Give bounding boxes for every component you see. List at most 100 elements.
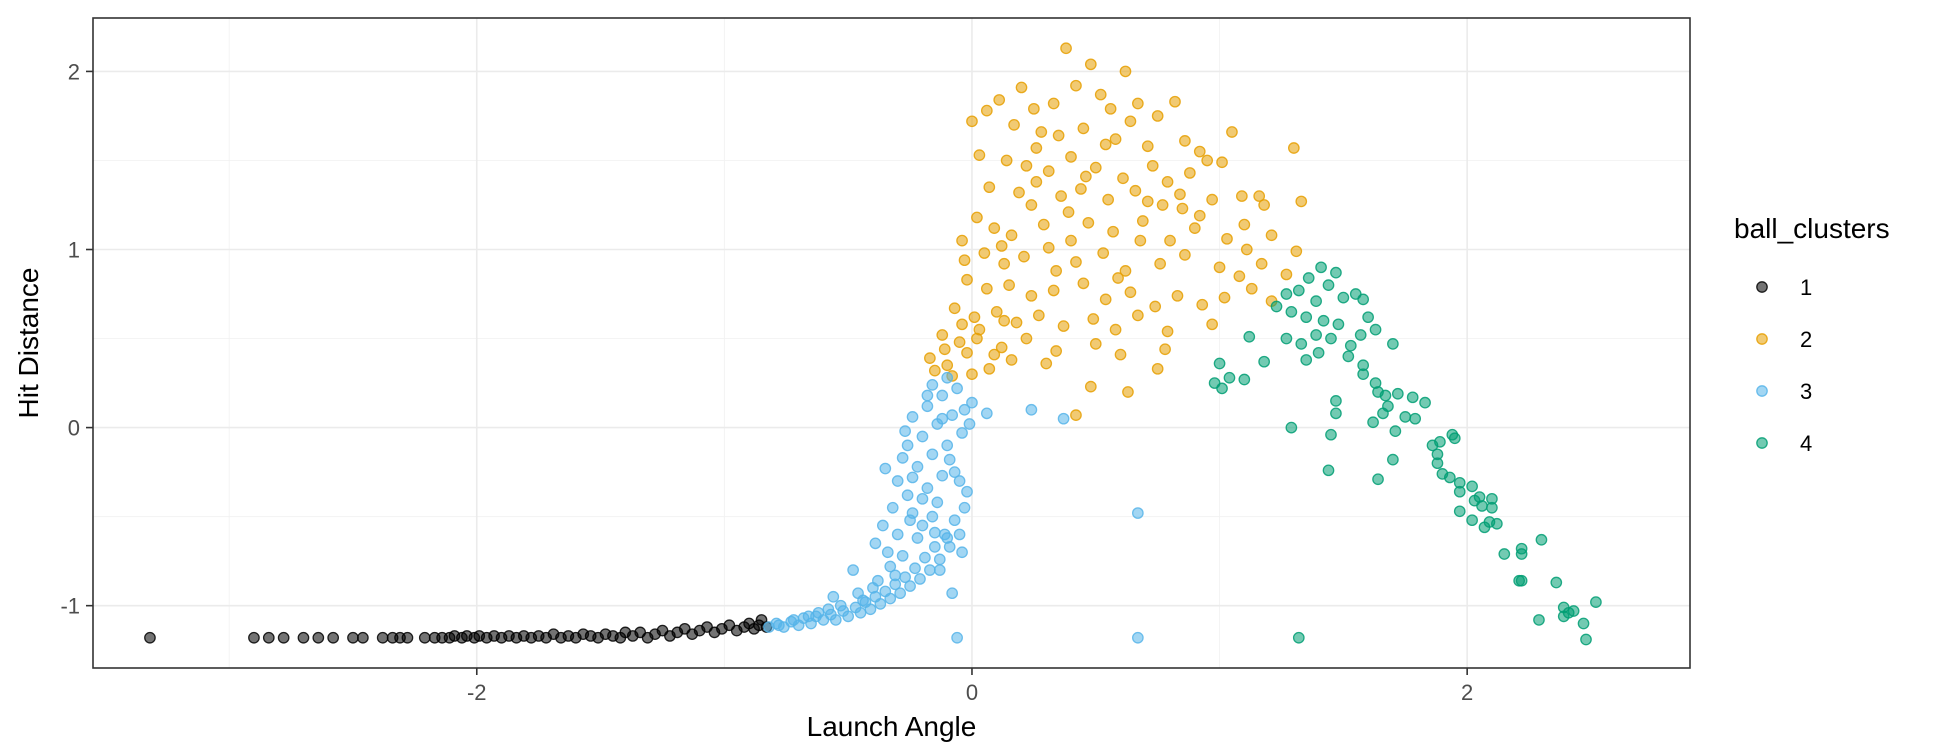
data-point-cluster-2 xyxy=(1010,316,1023,329)
data-point-cluster-3 xyxy=(916,519,929,532)
data-point-cluster-3 xyxy=(911,532,924,544)
data-point-cluster-2 xyxy=(1089,161,1102,174)
data-point-cluster-2 xyxy=(1146,159,1159,172)
data-point-cluster-3 xyxy=(943,453,956,466)
legend: ball_clusters 1 2 3 4 xyxy=(1734,213,1890,456)
data-point-cluster-4 xyxy=(1478,521,1491,534)
data-point-cluster-2 xyxy=(1047,284,1060,297)
data-point-cluster-3 xyxy=(936,469,949,482)
data-point-cluster-3 xyxy=(869,537,882,550)
data-point-cluster-3 xyxy=(906,471,919,484)
data-point-cluster-2 xyxy=(990,305,1003,318)
data-point-cluster-2 xyxy=(1000,154,1013,167)
data-point-cluster-1 xyxy=(312,631,325,644)
data-point-cluster-4 xyxy=(1362,311,1374,324)
data-point-cluster-2 xyxy=(1161,175,1174,188)
data-point-cluster-1 xyxy=(418,631,431,644)
data-point-cluster-2 xyxy=(1188,222,1201,234)
data-point-cluster-4 xyxy=(1557,610,1570,623)
data-point-cluster-2 xyxy=(1164,234,1176,247)
data-point-cluster-2 xyxy=(1129,184,1142,197)
data-point-cluster-4 xyxy=(1285,305,1298,318)
data-point-cluster-2 xyxy=(1258,199,1270,211)
data-point-cluster-3 xyxy=(867,582,879,594)
data-point-cluster-4 xyxy=(1354,329,1367,341)
data-point-cluster-4 xyxy=(1453,505,1466,518)
data-point-cluster-4 xyxy=(1325,428,1337,441)
data-point-cluster-2 xyxy=(1206,193,1218,206)
data-point-cluster-4 xyxy=(1300,311,1313,324)
data-point-cluster-4 xyxy=(1567,605,1580,617)
data-points xyxy=(144,42,1602,646)
data-point-cluster-2 xyxy=(1235,190,1248,202)
data-point-cluster-1 xyxy=(347,631,359,644)
data-point-cluster-2 xyxy=(978,247,991,259)
data-point-cluster-3 xyxy=(919,551,931,564)
data-point-cluster-3 xyxy=(926,448,939,461)
data-point-cluster-2 xyxy=(1018,250,1030,263)
data-point-cluster-3 xyxy=(842,610,855,623)
data-point-cluster-3 xyxy=(899,425,911,438)
data-point-cluster-2 xyxy=(1040,357,1053,370)
data-point-cluster-3 xyxy=(901,489,914,502)
data-point-cluster-4 xyxy=(1590,596,1602,608)
data-point-cluster-2 xyxy=(1025,199,1038,211)
data-point-cluster-2 xyxy=(1109,323,1122,336)
data-point-cluster-4 xyxy=(1486,501,1498,514)
data-point-cluster-2 xyxy=(1149,300,1162,313)
data-point-cluster-3 xyxy=(921,482,934,494)
data-point-cluster-2 xyxy=(1174,188,1186,201)
data-point-cluster-4 xyxy=(1302,272,1315,284)
data-point-cluster-4 xyxy=(1310,329,1322,341)
data-point-cluster-1 xyxy=(144,631,156,644)
data-point-cluster-2 xyxy=(1042,165,1055,178)
data-point-cluster-4 xyxy=(1292,284,1305,297)
axis-ticks: -2 0 2 -1 0 1 2 xyxy=(60,59,1473,705)
data-point-cluster-4 xyxy=(1369,323,1382,336)
data-point-cluster-4 xyxy=(1406,391,1419,404)
data-point-cluster-3 xyxy=(889,569,902,582)
data-point-cluster-3 xyxy=(953,475,966,487)
data-point-cluster-2 xyxy=(988,222,1001,234)
data-point-cluster-2 xyxy=(1020,159,1033,172)
data-point-cluster-3 xyxy=(941,439,954,452)
data-point-cluster-3 xyxy=(921,400,934,413)
data-point-cluster-4 xyxy=(1243,330,1256,343)
data-point-cluster-3 xyxy=(812,606,825,619)
legend-label-cluster-3: 3 xyxy=(1800,379,1812,404)
x-tick-label: 2 xyxy=(1461,680,1473,705)
data-point-cluster-2 xyxy=(948,302,961,315)
data-point-cluster-1 xyxy=(248,631,260,644)
data-point-cluster-2 xyxy=(1094,88,1107,101)
data-point-cluster-2 xyxy=(1075,183,1087,195)
data-point-cluster-2 xyxy=(1077,277,1090,290)
data-point-cluster-3 xyxy=(916,430,929,443)
data-point-cluster-2 xyxy=(1226,126,1238,138)
data-point-cluster-2 xyxy=(980,104,993,117)
data-point-cluster-2 xyxy=(983,362,996,375)
data-point-cluster-2 xyxy=(1057,320,1070,332)
data-point-cluster-2 xyxy=(1154,257,1166,270)
y-tick-label: -1 xyxy=(60,594,80,619)
data-point-cluster-4 xyxy=(1379,389,1392,402)
data-point-cluster-2 xyxy=(936,329,949,341)
data-point-cluster-4 xyxy=(1431,457,1444,470)
data-point-cluster-3 xyxy=(864,603,877,616)
data-point-cluster-2 xyxy=(1080,170,1092,183)
data-point-cluster-2 xyxy=(1032,309,1045,322)
data-point-cluster-2 xyxy=(961,346,973,359)
data-point-cluster-4 xyxy=(1419,396,1431,409)
data-point-cluster-2 xyxy=(1169,95,1181,108)
data-point-cluster-2 xyxy=(1245,282,1258,295)
data-point-cluster-3 xyxy=(894,587,907,600)
data-point-cluster-4 xyxy=(1391,387,1404,400)
data-point-cluster-3 xyxy=(948,514,961,527)
data-point-cluster-2 xyxy=(1084,58,1097,71)
data-point-cluster-3 xyxy=(933,553,946,566)
data-point-cluster-3 xyxy=(896,452,909,464)
data-point-cluster-2 xyxy=(1171,289,1184,302)
data-point-cluster-2 xyxy=(1099,293,1112,306)
data-point-cluster-2 xyxy=(1119,265,1132,277)
data-point-cluster-4 xyxy=(1330,266,1342,279)
